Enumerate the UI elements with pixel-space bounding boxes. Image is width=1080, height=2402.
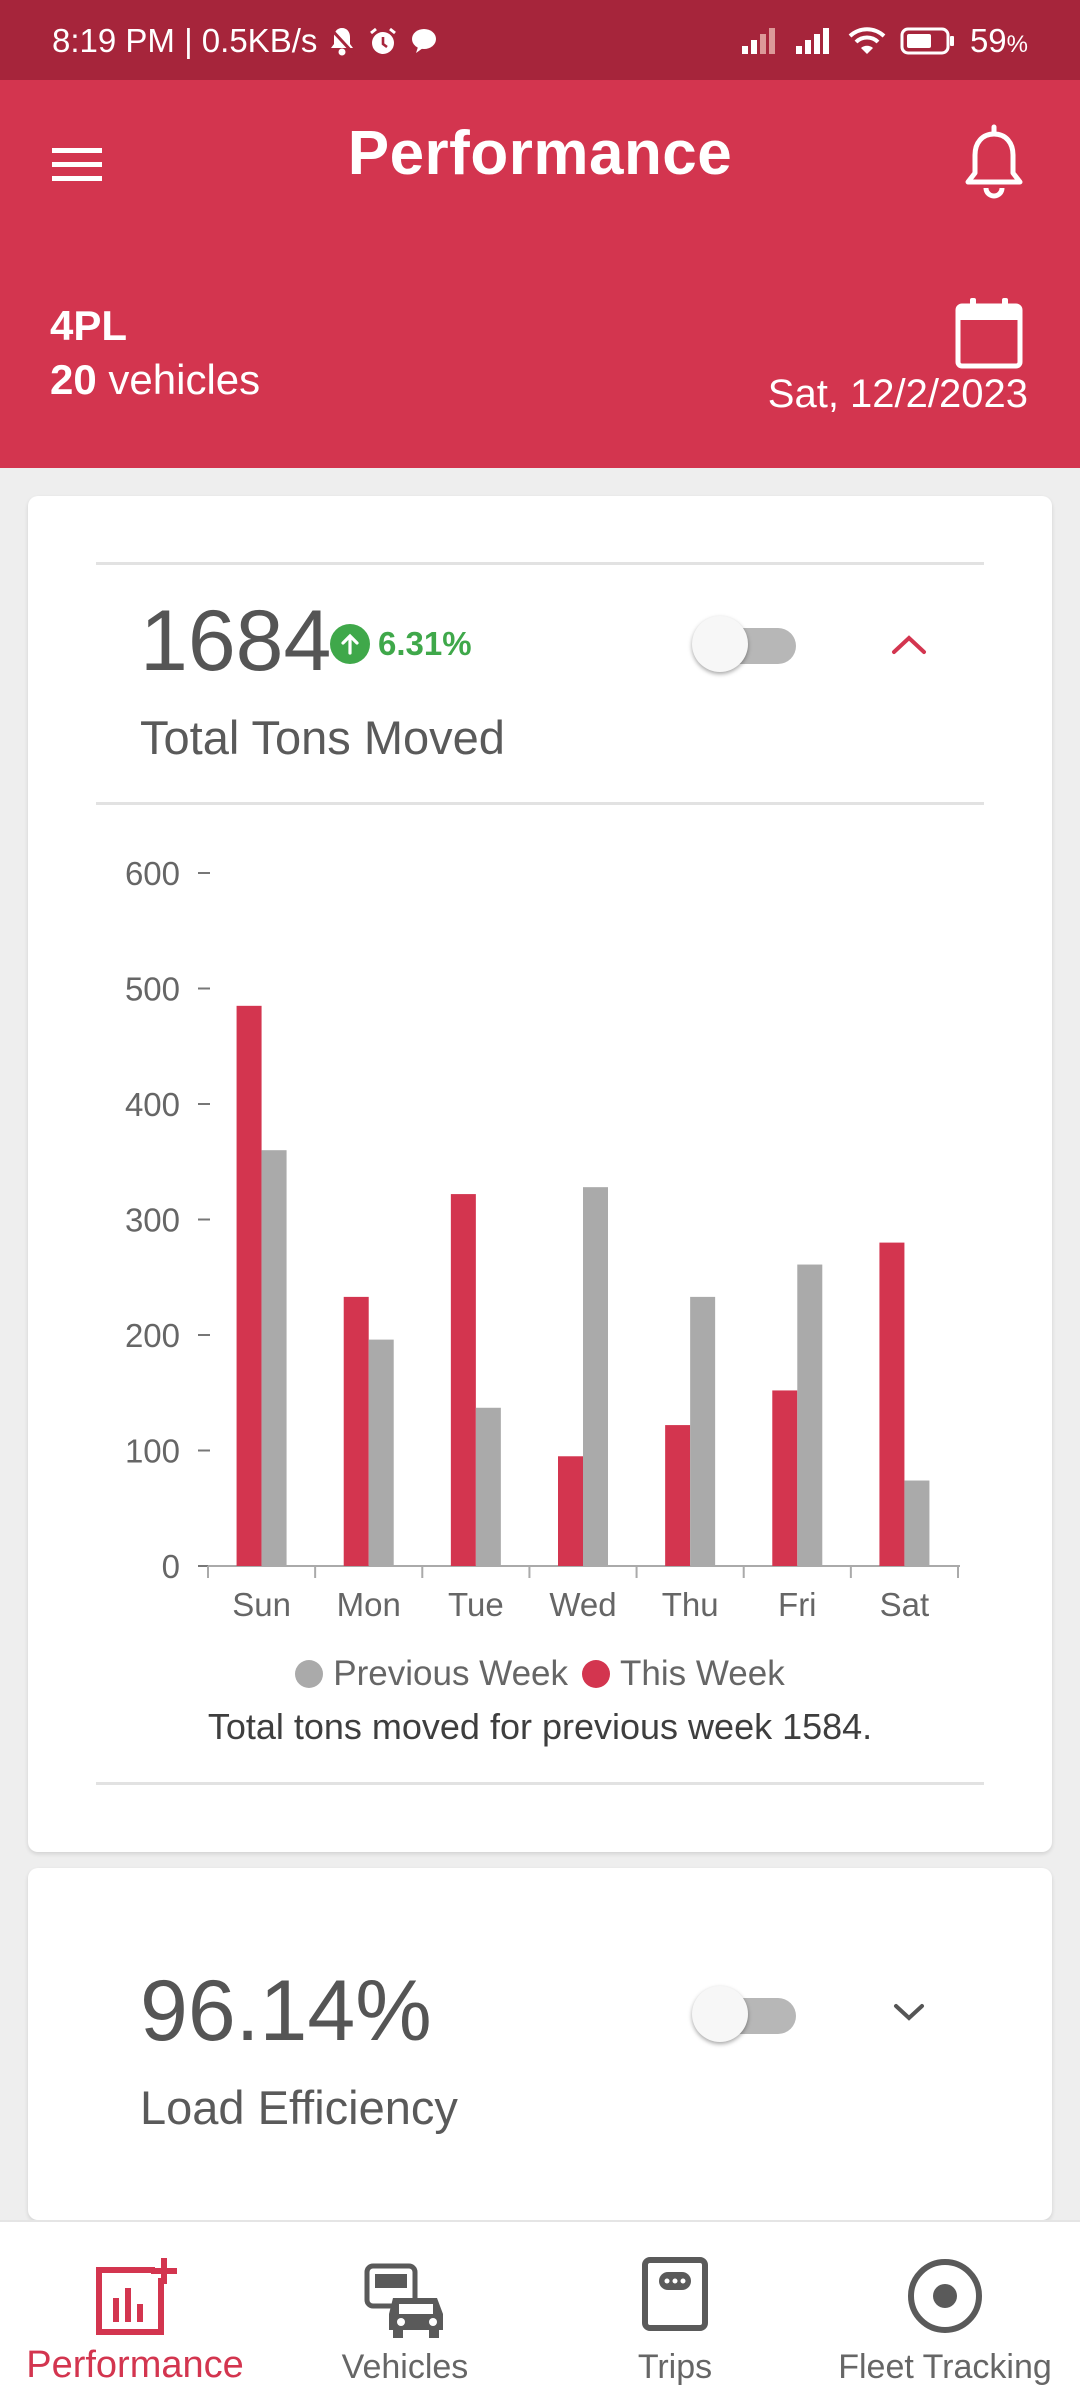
bar-this-week xyxy=(558,1456,583,1566)
nav-trips-label: Trips xyxy=(637,2348,713,2386)
divider xyxy=(96,1782,984,1785)
chevron-down-icon[interactable] xyxy=(884,1992,934,2032)
previous-week-note: Total tons moved for previous week 1584. xyxy=(207,1706,873,1747)
battery-level: 59% xyxy=(969,22,1028,59)
bar-previous-week xyxy=(797,1264,823,1566)
trips-icon xyxy=(625,2252,725,2342)
efficiency-toggle[interactable] xyxy=(692,1982,802,2042)
bar-this-week xyxy=(343,1296,369,1566)
tons-change: 6.31% xyxy=(330,624,472,664)
nav-performance[interactable]: Performance xyxy=(0,2222,270,2402)
bar-previous-week xyxy=(261,1150,287,1566)
tons-bar-chart: 0 100 200 300 400 500 600 Sun Mon Tue Wed Thu Fri Sat xyxy=(125,855,960,1623)
tons-value: 1684 xyxy=(140,593,332,689)
x-tick-label: Sun xyxy=(232,1586,291,1623)
tons-change-value: 6.31% xyxy=(378,625,472,662)
efficiency-value: 96.14% xyxy=(140,1963,432,2059)
y-tick-label: 200 xyxy=(125,1317,180,1354)
wifi-icon xyxy=(848,26,886,56)
y-tick-label: 600 xyxy=(125,855,180,892)
vehicle-count: 20 vehicles xyxy=(50,356,261,403)
vehicles-icon xyxy=(355,2252,455,2342)
legend-previous-week[interactable]: Previous Week xyxy=(295,1654,568,1694)
y-tick-label: 0 xyxy=(162,1548,180,1585)
bar-previous-week xyxy=(904,1480,930,1566)
bar-this-week xyxy=(665,1425,691,1566)
mute-icon xyxy=(327,25,357,57)
signal-icon xyxy=(740,26,780,56)
nav-trips[interactable]: Trips xyxy=(540,2222,810,2402)
chart-legend: Previous Week This Week xyxy=(28,1654,1052,1694)
bar-this-week xyxy=(236,1005,262,1566)
y-tick-label: 100 xyxy=(125,1433,180,1470)
bar-previous-week xyxy=(475,1407,501,1566)
nav-vehicles-label: Vehicles xyxy=(341,2348,469,2386)
status-time: 8:19 PM | 0.5KB/s xyxy=(52,22,318,59)
divider xyxy=(96,802,984,805)
chevron-up-icon[interactable] xyxy=(884,624,934,664)
load-efficiency-card: 96.14% Load Efficiency xyxy=(28,1868,1052,2220)
signal-icon xyxy=(794,26,834,56)
status-bar: 8:19 PM | 0.5KB/s 59% xyxy=(0,0,1080,80)
legend-this-week[interactable]: This Week xyxy=(582,1654,785,1694)
bar-this-week xyxy=(879,1242,905,1566)
x-tick-label: Tue xyxy=(448,1586,504,1623)
x-tick-label: Thu xyxy=(662,1586,719,1623)
menu-icon[interactable] xyxy=(48,134,108,194)
nav-fleet-tracking[interactable]: Fleet Tracking xyxy=(810,2222,1080,2402)
alarm-icon xyxy=(367,25,399,57)
calendar-icon[interactable] xyxy=(954,296,1024,370)
tons-moved-card: 1684 6.31% Total Tons Moved 0 100 200 300 40… xyxy=(28,496,1052,1852)
bottom-nav: Performance Vehicles Trips Fleet Trackin… xyxy=(0,2220,1080,2402)
org-name: 4PL xyxy=(50,302,128,349)
x-tick-label: Sat xyxy=(880,1586,930,1623)
nav-vehicles[interactable]: Vehicles xyxy=(270,2222,540,2402)
bar-previous-week xyxy=(690,1296,716,1566)
bar-this-week xyxy=(450,1194,476,1566)
tons-toggle[interactable] xyxy=(692,612,802,672)
x-tick-label: Fri xyxy=(778,1586,816,1623)
selected-date[interactable]: Sat, 12/2/2023 xyxy=(767,372,1028,416)
chat-icon xyxy=(409,26,439,56)
bar-previous-week xyxy=(583,1187,608,1566)
bell-icon[interactable] xyxy=(956,124,1032,204)
x-tick-label: Wed xyxy=(549,1586,616,1623)
x-tick-label: Mon xyxy=(337,1586,401,1623)
bar-this-week xyxy=(772,1390,798,1566)
bar-previous-week xyxy=(368,1339,394,1566)
y-tick-label: 500 xyxy=(125,971,180,1008)
divider xyxy=(96,562,984,565)
battery-icon xyxy=(900,26,956,56)
app-header: Performance 4PL 20 vehicles Sat, 12/2/20… xyxy=(0,80,1080,468)
arrow-up-icon xyxy=(330,624,370,664)
y-tick-label: 300 xyxy=(125,1202,180,1239)
nav-fleet-tracking-label: Fleet Tracking xyxy=(838,2348,1052,2386)
efficiency-label: Load Efficiency xyxy=(140,2081,458,2134)
y-tick-label: 400 xyxy=(125,1086,180,1123)
tons-label: Total Tons Moved xyxy=(140,711,505,764)
nav-performance-label: Performance xyxy=(26,2344,244,2386)
performance-icon xyxy=(85,2252,185,2342)
fleet-tracking-icon xyxy=(895,2252,995,2342)
page-title: Performance xyxy=(347,119,733,188)
